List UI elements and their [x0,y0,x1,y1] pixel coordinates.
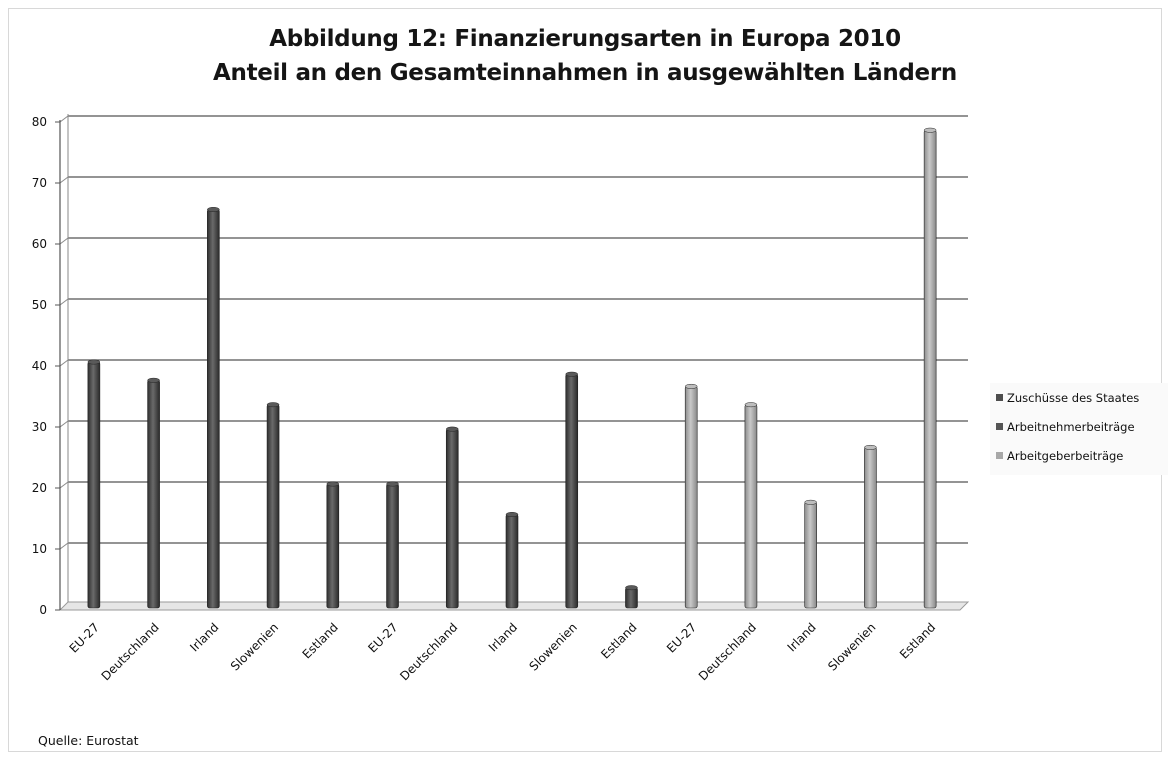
axes [55,114,69,611]
legend-swatch [996,452,1003,459]
bar [386,483,399,609]
gridline-depth [59,298,69,306]
bar-top [266,402,280,408]
x-tick-label: Irland [187,620,221,654]
x-tick-label: EU-27 [365,620,400,655]
gridline-depth [59,176,69,184]
bar-top [804,499,817,505]
legend-swatch [996,394,1003,401]
bar-top [625,585,638,591]
x-tick-label: Deutschland [696,620,759,683]
x-tick-label: Estland [598,620,639,661]
bar [147,379,160,609]
bar [87,361,101,609]
legend: Zuschüsse des Staates Arbeitnehmerbeiträ… [990,383,1168,475]
bar [864,447,877,609]
bar [625,587,638,609]
bar [266,404,280,609]
y-tick-label: 0 [39,603,47,617]
source-note: Quelle: Eurostat [38,733,139,748]
legend-label: Arbeitgeberbeiträge [1007,449,1124,463]
legend-label: Arbeitnehmerbeiträge [1007,420,1135,434]
legend-item-zuschuesse: Zuschüsse des Staates [996,391,1139,405]
bar-top [505,512,519,517]
x-tick-label: Deutschland [99,620,162,683]
bar [445,428,459,609]
x-tick-label: EU-27 [664,620,699,655]
bar [326,483,340,609]
legend-label: Zuschüsse des Staates [1007,391,1140,405]
x-tick-label: EU-27 [67,620,102,655]
y-tick-label: 10 [32,542,47,556]
legend-item-arbeitnehmer: Arbeitnehmerbeiträge [996,420,1135,434]
bar [505,514,519,609]
chart-frame [8,8,1162,752]
bar-top [744,402,758,408]
bar [804,501,817,609]
gridline-depth [59,237,69,245]
gridline-depth [59,359,69,367]
bar-top [684,383,698,389]
bar-top [326,481,340,487]
x-tick-label: Irland [785,620,819,654]
x-tick-label: Slowenien [228,620,281,673]
x-tick-label: Deutschland [397,620,460,683]
bar-top [147,377,160,383]
x-tick-label: Estland [897,620,938,661]
x-tick-label: Irland [486,620,520,654]
gridline-depth [59,420,69,428]
x-tick-label: Slowenien [527,620,580,673]
y-tick-label: 40 [32,359,47,373]
bar-top [565,371,578,377]
y-tick-label: 70 [32,176,47,190]
y-tick-label: 60 [32,237,47,251]
bar [207,209,220,609]
gridline-depth [59,542,69,550]
bar-top [386,481,399,487]
legend-swatch [996,423,1003,430]
bar-top [87,359,101,365]
gridline-depth [59,481,69,489]
gridline-depth [59,115,69,123]
bar [744,404,758,609]
chart-subtitle: Anteil an den Gesamteinnahmen in ausgewä… [213,60,957,86]
bar [684,386,698,609]
gridlines [58,115,970,611]
bar [565,373,579,609]
bar-top [864,444,877,450]
chart-title: Abbildung 12: Finanzierungsarten in Euro… [269,26,901,52]
y-tick-label: 20 [32,481,47,495]
y-tick-label: 80 [32,115,47,129]
x-tick-label: Slowenien [825,620,878,673]
bars [87,127,937,609]
legend-item-arbeitgeber: Arbeitgeberbeiträge [996,449,1123,463]
bar-top [923,127,937,133]
bar-top [207,207,220,212]
bar-top [446,426,459,432]
bar [923,129,937,609]
x-tick-label: Estland [300,620,341,661]
y-tick-label: 50 [32,298,47,312]
y-tick-label: 30 [32,420,47,434]
